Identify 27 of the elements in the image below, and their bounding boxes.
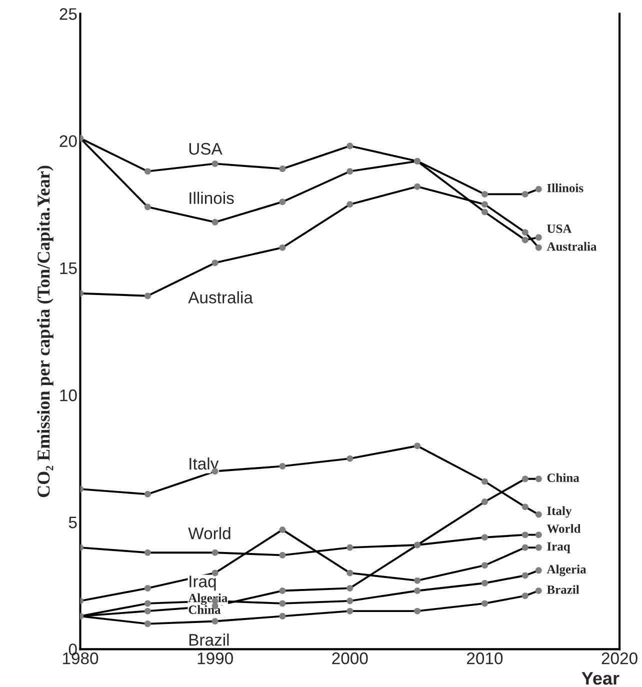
- series-label: China: [547, 473, 580, 482]
- annotation: World: [188, 527, 230, 540]
- y-tick-label: 20: [60, 135, 77, 148]
- y-tick-label: 10: [60, 389, 77, 402]
- annotation: Brazil: [189, 634, 229, 646]
- series-label: Iraq: [547, 542, 570, 554]
- x-tick-label: 2000: [332, 652, 368, 664]
- series-label: Algeria: [546, 564, 586, 576]
- annotation: Iraq: [190, 576, 216, 591]
- x-tick-label: 2010: [467, 652, 503, 664]
- series-label: Brazil: [546, 585, 580, 594]
- y-tick-label: 5: [68, 516, 77, 528]
- x-tick-label: 2020: [602, 652, 638, 664]
- y-tick-label: 15: [60, 262, 77, 274]
- y-tick-label: 25: [60, 8, 77, 20]
- x-axis-title: Year: [582, 672, 620, 685]
- series-label: Australia: [546, 242, 597, 251]
- annotation: China: [188, 605, 221, 614]
- y-axis-title: CO₂ Emission per captia (Ton/Capita.Year): [37, 166, 54, 498]
- series-label: Illinois: [547, 183, 584, 192]
- annotation: USA: [189, 142, 222, 155]
- x-tick-label: 1990: [198, 652, 233, 664]
- series-label: World: [546, 524, 581, 533]
- series-label: Italy: [547, 506, 572, 518]
- annotation: Australia: [188, 291, 253, 304]
- series-label: USA: [547, 224, 572, 233]
- annotation: Illinois: [190, 192, 234, 204]
